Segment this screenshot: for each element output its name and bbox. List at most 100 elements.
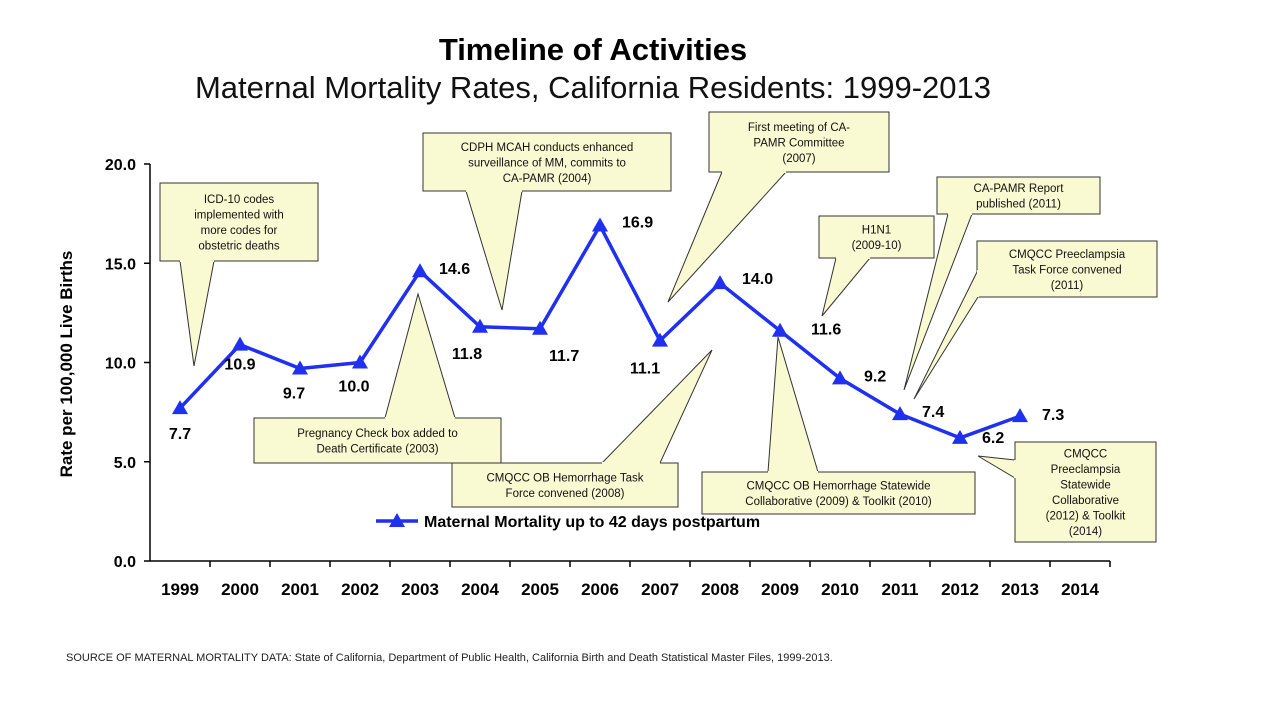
- callout-text: (2012) & Toolkit: [1046, 511, 1126, 523]
- callout-text: Death Certificate (2003): [316, 444, 438, 456]
- callout-10: CMQCC Preeclampsia Statewide Collaborative (…: [977, 441, 1157, 543]
- callout-6: CMQCC Preeclampsia Task Force convened (20…: [913, 240, 1158, 400]
- data-point-marker: [472, 318, 488, 333]
- data-label: 6.2: [982, 430, 1004, 447]
- x-tick-label: 2009: [761, 580, 799, 599]
- chart-subtitle: Maternal Mortality Rates, California Res…: [194, 70, 992, 105]
- x-tick-label: 1999: [161, 580, 199, 599]
- data-point-marker: [712, 275, 728, 290]
- callout-2: CDPH MCAH conducts enhanced surveillance …: [422, 132, 672, 311]
- data-point-marker: [412, 263, 428, 278]
- callout-box: [422, 132, 672, 192]
- x-tick-label: 2011: [882, 580, 919, 599]
- x-tick-label: 2006: [581, 580, 619, 599]
- callout-text: CA-PAMR (2004): [503, 173, 592, 185]
- x-tick-label: 2005: [521, 580, 559, 599]
- callout-1: ICD-10 codes implemented with more codes f…: [159, 182, 319, 367]
- x-tick-label: 2007: [641, 580, 679, 599]
- callout-text: Force convened (2008): [506, 488, 625, 500]
- callout-text: CDPH MCAH conducts enhanced: [461, 142, 634, 154]
- callout-text: PAMR Committee: [753, 137, 844, 149]
- y-tick-label: 0.0: [114, 554, 136, 571]
- data-label: 7.3: [1042, 407, 1064, 424]
- callout-text: obstetric deaths: [198, 241, 279, 253]
- data-label: 7.7: [169, 426, 191, 443]
- data-point-marker: [172, 400, 188, 415]
- data-point-marker: [352, 354, 368, 369]
- callout-text: surveillance of MM, commits to: [468, 157, 626, 169]
- data-point-marker: [532, 320, 548, 335]
- callout-pointer: [977, 455, 1016, 479]
- callout-pointer: [179, 260, 215, 367]
- callout-text: Statewide: [1060, 480, 1111, 492]
- callout-text: First meeting of CA-: [748, 122, 850, 134]
- data-label: 9.2: [864, 368, 886, 385]
- data-point-marker: [1012, 408, 1028, 423]
- data-label: 16.9: [622, 215, 653, 232]
- callout-9: CMQCC OB Hemorrhage Statewide Collaborati…: [701, 336, 976, 515]
- data-label: 7.4: [922, 404, 944, 421]
- callout-text: (2011): [1051, 280, 1084, 292]
- data-point-marker: [952, 429, 968, 444]
- data-point-marker: [232, 336, 248, 351]
- callout-text: CMQCC Preeclampsia: [1009, 249, 1126, 261]
- legend: Maternal Mortality up to 42 days postpar…: [376, 513, 760, 531]
- callout-text: Preeclampsia: [1051, 464, 1121, 476]
- x-tick-label: 2001: [281, 580, 319, 599]
- data-point-marker: [652, 332, 668, 347]
- callout-text: Pregnancy Check box added to: [297, 428, 457, 440]
- callout-text: Collaborative (2009) & Toolkit (2010): [745, 496, 932, 508]
- callout-7: Pregnancy Check box added to Death Certif…: [253, 292, 502, 464]
- callout-4: H1N1 (2009-10): [818, 215, 935, 317]
- y-tick-label: 10.0: [105, 356, 136, 373]
- callout-text: CMQCC OB Hemorrhage Task: [487, 473, 644, 485]
- data-point-marker: [892, 406, 908, 421]
- y-tick-label: 20.0: [105, 157, 136, 174]
- data-label: 11.6: [811, 322, 841, 339]
- callout-text: more codes for: [201, 225, 278, 237]
- callout-box: [976, 240, 1158, 298]
- callout-text: Collaborative: [1052, 495, 1119, 507]
- callout-box: [253, 417, 502, 464]
- callout-pointer: [384, 292, 456, 419]
- callout-box: [936, 176, 1101, 215]
- callout-box: [159, 182, 319, 262]
- x-tick-label: 2010: [821, 580, 859, 599]
- data-label: 10.9: [224, 357, 255, 374]
- x-tick-label: 2000: [221, 580, 259, 599]
- y-tick-label: 5.0: [114, 455, 136, 472]
- callout-3: First meeting of CA- PAMR Committee (2007): [667, 111, 890, 303]
- x-tick-label: 2008: [701, 580, 739, 599]
- data-label: 11.8: [452, 346, 482, 363]
- callout-box: [701, 471, 976, 515]
- callout-text: CMQCC: [1064, 449, 1107, 461]
- callout-pointer: [465, 190, 523, 311]
- callout-8: CMQCC OB Hemorrhage Task Force convened (…: [451, 349, 713, 508]
- data-point-marker: [832, 370, 848, 385]
- callout-text: (2009-10): [852, 240, 902, 252]
- callout-pointer: [821, 257, 872, 317]
- y-axis-title: Rate per 100,000 Live Births: [57, 251, 76, 478]
- data-label: 14.6: [439, 261, 470, 278]
- legend-label: Maternal Mortality up to 42 days postpar…: [424, 514, 760, 531]
- x-tick-label: 2012: [941, 580, 979, 599]
- data-label: 14.0: [742, 271, 773, 288]
- x-tick-label: 2004: [461, 580, 499, 599]
- callout-text: (2007): [782, 153, 815, 165]
- callout-box: [451, 462, 679, 508]
- x-tick-label: 2003: [401, 580, 439, 599]
- callout-box: [708, 111, 890, 173]
- data-point-marker: [292, 360, 308, 375]
- callout-pointer: [767, 336, 819, 473]
- x-tick-label: 2013: [1001, 580, 1039, 599]
- data-label: 10.0: [338, 379, 369, 396]
- callout-5: CA-PAMR Report published (2011): [903, 176, 1101, 391]
- x-tick-label: 2014: [1061, 580, 1099, 599]
- callout-text: H1N1: [862, 225, 891, 237]
- callout-text: CMQCC OB Hemorrhage Statewide: [746, 481, 930, 493]
- callout-box: [818, 215, 935, 259]
- callout-text: published (2011): [976, 199, 1061, 211]
- callout-text: Task Force convened: [1012, 264, 1121, 276]
